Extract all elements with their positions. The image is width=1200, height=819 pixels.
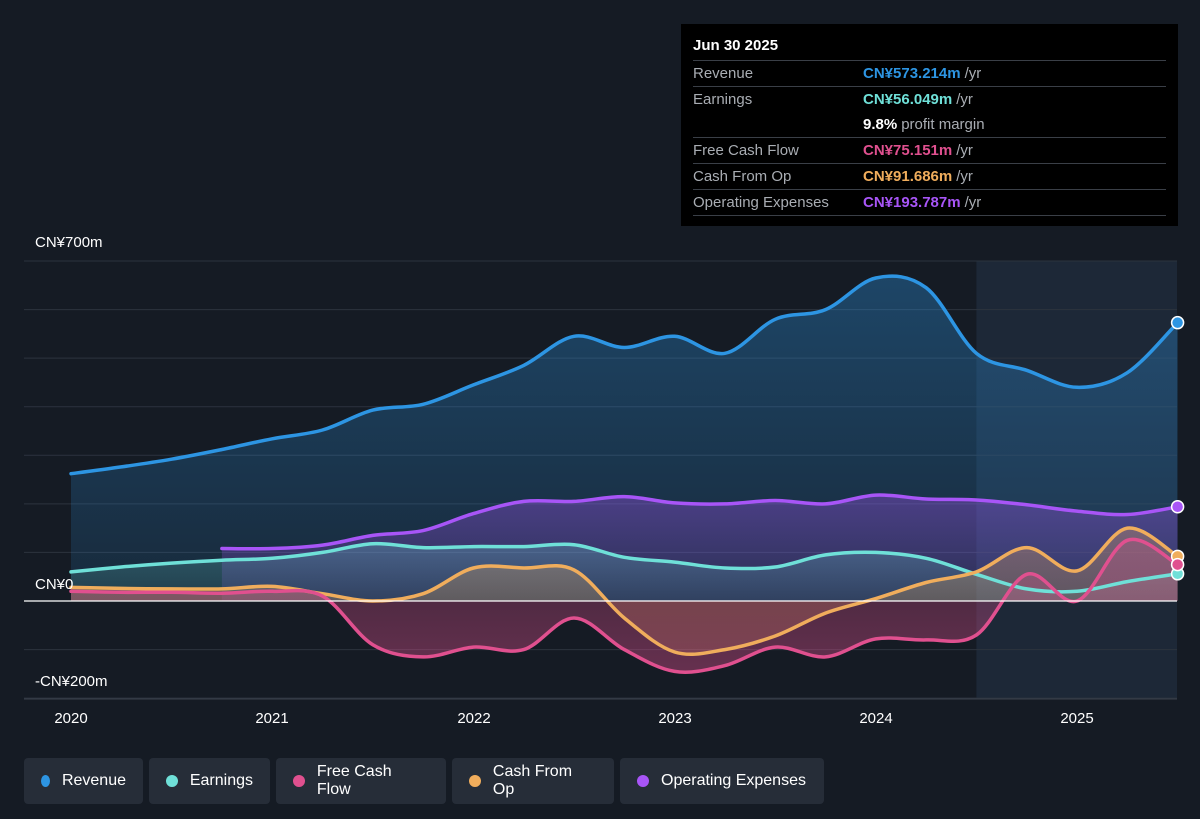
cash-from-op-line bbox=[69, 526, 1180, 657]
legend-dot-icon bbox=[293, 775, 305, 787]
revenue-end-point[interactable] bbox=[1170, 315, 1185, 330]
legend-label: Earnings bbox=[189, 772, 253, 789]
tooltip-value: CN¥573.214m bbox=[863, 65, 961, 82]
tooltip-row-earnings: Earnings CN¥56.049m /yr bbox=[693, 86, 1166, 112]
x-tick-label-2020: 2020 bbox=[54, 710, 88, 727]
legend-dot-icon bbox=[637, 775, 649, 787]
x-tick-label-2025: 2025 bbox=[1060, 710, 1094, 727]
tooltip-unit: /yr bbox=[956, 168, 973, 185]
revenue-line bbox=[69, 274, 1180, 476]
y-tick-label-bottom: -CN¥200m bbox=[35, 673, 108, 690]
legend-dot-icon bbox=[166, 775, 178, 787]
operating-expenses-line bbox=[220, 493, 1180, 551]
tooltip-value: CN¥193.787m bbox=[863, 194, 961, 211]
legend-dot-icon bbox=[41, 775, 50, 787]
operating-expenses-end-point[interactable] bbox=[1170, 500, 1185, 514]
free-cash-flow-line bbox=[69, 537, 1180, 674]
tooltip-value: CN¥91.686m bbox=[863, 168, 953, 185]
tooltip-row-operating-expenses: Operating Expenses CN¥193.787m /yr bbox=[693, 189, 1166, 216]
legend-item-earnings[interactable]: Earnings bbox=[149, 758, 270, 804]
earnings-area bbox=[71, 543, 1178, 601]
tooltip-label bbox=[693, 112, 863, 137]
y-tick-label-top: CN¥700m bbox=[35, 234, 103, 251]
legend-label: Revenue bbox=[61, 772, 126, 789]
legend-label: Operating Expenses bbox=[661, 772, 806, 789]
tooltip-label: Revenue bbox=[693, 65, 754, 82]
tooltip-unit: /yr bbox=[956, 91, 973, 108]
tooltip-label: Earnings bbox=[693, 91, 753, 108]
tooltip-row-cash-from-op: Cash From Op CN¥91.686m /yr bbox=[693, 163, 1166, 189]
x-tick-label-2023: 2023 bbox=[658, 710, 692, 727]
tooltip-label: Operating Expenses bbox=[693, 194, 829, 211]
y-tick-label-zero: CN¥0 bbox=[35, 576, 74, 593]
legend-item-cash-from-op[interactable]: Cash From Op bbox=[452, 758, 614, 804]
x-tick-label-2024: 2024 bbox=[859, 710, 893, 727]
x-tick-label-2021: 2021 bbox=[255, 710, 289, 727]
legend-item-operating-expenses[interactable]: Operating Expenses bbox=[620, 758, 824, 804]
legend-item-free-cash-flow[interactable]: Free Cash Flow bbox=[276, 758, 446, 804]
tooltip-unit: /yr bbox=[964, 194, 982, 211]
tooltip-value: CN¥75.151m bbox=[863, 142, 953, 159]
tooltip-label: Free Cash Flow bbox=[693, 142, 799, 159]
data-tooltip: Jun 30 2025 Revenue CN¥573.214m /yr Earn… bbox=[681, 24, 1178, 226]
tooltip-row-profit-margin: 9.8% profit margin bbox=[693, 112, 1166, 137]
tooltip-label: Cash From Op bbox=[693, 168, 792, 185]
legend-item-revenue[interactable]: Revenue bbox=[24, 758, 143, 804]
x-tick-label-2022: 2022 bbox=[457, 710, 491, 727]
tooltip-unit: /yr bbox=[956, 142, 973, 159]
earnings-line bbox=[69, 541, 1180, 594]
free-cash-flow-end-point[interactable] bbox=[1170, 557, 1185, 572]
tooltip-unit: /yr bbox=[964, 65, 982, 82]
tooltip-row-revenue: Revenue CN¥573.214m /yr bbox=[693, 60, 1166, 86]
legend-label: Cash From Op bbox=[492, 763, 573, 798]
tooltip-unit: profit margin bbox=[901, 116, 985, 133]
tooltip-date: Jun 30 2025 bbox=[693, 37, 779, 54]
free-cash-flow-area bbox=[71, 539, 1178, 673]
tooltip-row-free-cash-flow: Free Cash Flow CN¥75.151m /yr bbox=[693, 137, 1166, 163]
legend-dot-icon bbox=[469, 775, 481, 787]
tooltip-value: CN¥56.049m bbox=[863, 91, 953, 108]
chart-legend: Revenue Earnings Free Cash Flow Cash Fro… bbox=[24, 758, 824, 804]
legend-label: Free Cash Flow bbox=[316, 763, 392, 798]
tooltip-value: 9.8% bbox=[863, 116, 898, 133]
